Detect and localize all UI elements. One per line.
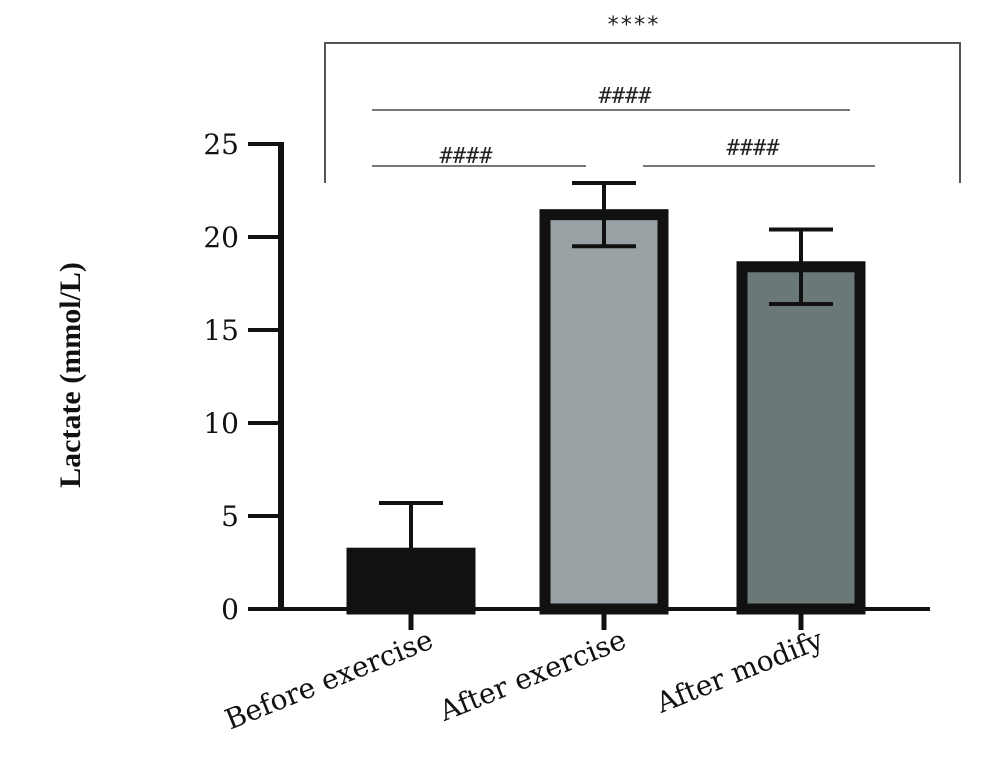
y-tick-label: 25 [203,128,239,161]
significance-annotations: #### #### #### **** [324,13,961,183]
significance-label: **** [607,13,660,38]
significance-label: #### [599,84,653,109]
y-tick-label: 5 [221,500,239,533]
bar [539,209,669,615]
significance-label: #### [727,136,781,161]
significance-bracket [324,42,961,183]
bars [346,181,866,615]
y-tick-label: 0 [221,593,239,626]
x-tick-label: After modify [651,623,828,720]
y-axis-title: Lactate (mmol/L) [54,262,87,488]
y-tick-label: 20 [203,221,239,254]
y-tick-label: 10 [203,407,239,440]
x-tick-label: After exercise [434,623,631,728]
significance-label: #### [440,144,494,169]
y-tick-label: 15 [203,314,239,347]
bar [736,261,866,615]
x-tick-label: Before exercise [220,623,437,736]
